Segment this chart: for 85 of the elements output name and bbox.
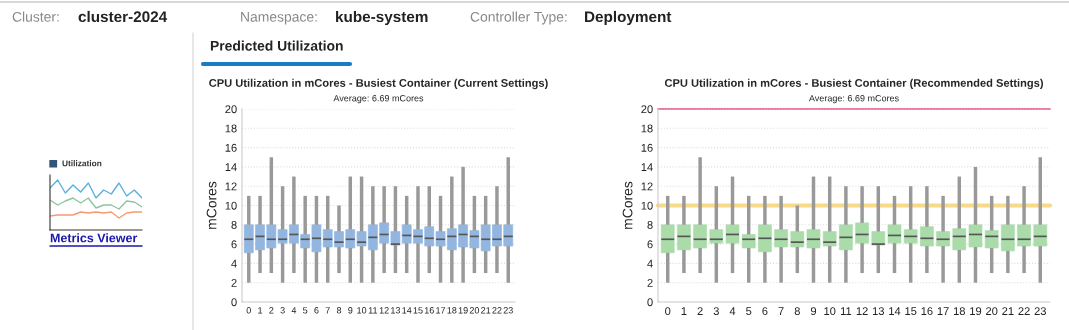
x-tick-label: 2: [697, 307, 703, 315]
x-tick-label: 12: [379, 307, 389, 314]
x-tick-label: 4: [729, 307, 736, 315]
text: kube-system: [336, 10, 428, 26]
x-tick-label: 16: [424, 307, 434, 314]
chart-title: CPU Utilization in mCores - Busiest Container (Current Settings): [209, 78, 548, 90]
x-tick-label: 2: [269, 307, 274, 314]
x-tick-label: 1: [681, 307, 687, 315]
y-tick-label: 16: [225, 143, 237, 152]
x-tick-label: 0: [665, 307, 671, 316]
x-tick-label: 1: [258, 307, 263, 314]
y-axis-title: mCores: [622, 181, 633, 229]
x-tick-label: 11: [840, 307, 852, 315]
y-tick-label: 12: [641, 182, 653, 191]
x-tick-label: 17: [937, 307, 949, 315]
y-tick-label: 4: [647, 259, 653, 268]
x-tick-label: 6: [314, 307, 319, 314]
text: Metrics Viewer: [50, 233, 138, 243]
y-tick-label: 16: [641, 143, 653, 152]
y-tick-label: 4: [231, 259, 237, 268]
text: Deployment: [585, 10, 672, 26]
y-tick-label: 14: [641, 163, 653, 171]
y-tick-label: 10: [225, 201, 237, 210]
x-tick-label: 21: [1002, 307, 1014, 315]
x-tick-label: 11: [368, 307, 378, 314]
x-tick-label: 18: [953, 307, 965, 316]
x-tick-label: 15: [413, 307, 423, 314]
x-tick-label: 0: [246, 307, 251, 314]
x-tick-label: 21: [481, 307, 491, 314]
y-tick-label: 20: [641, 105, 653, 114]
y-tick-label: 6: [231, 240, 237, 249]
x-tick-label: 17: [436, 307, 446, 314]
chart-subtitle: Average: 6.69 mCores: [808, 95, 899, 104]
x-tick-label: 19: [458, 307, 468, 314]
x-tick-label: 5: [746, 307, 752, 316]
x-tick-label: 7: [778, 307, 784, 315]
chart-subtitle: Average: 6.69 mCores: [333, 95, 424, 104]
x-tick-label: 16: [921, 307, 933, 316]
x-tick-label: 9: [810, 307, 817, 316]
x-tick-label: 3: [280, 307, 285, 314]
y-tick-label: 6: [647, 240, 653, 249]
y-axis-title: mCores: [206, 181, 217, 229]
x-tick-label: 4: [291, 307, 297, 314]
x-tick-label: 8: [336, 307, 342, 314]
x-tick-label: 10: [824, 307, 836, 316]
x-tick-label: 23: [503, 307, 513, 314]
text: Predicted Utilization: [210, 40, 343, 51]
x-tick-label: 14: [402, 307, 412, 314]
x-tick-label: 22: [1018, 307, 1030, 315]
x-tick-label: 23: [1034, 307, 1046, 316]
y-tick-label: 2: [231, 278, 237, 287]
x-tick-label: 13: [391, 307, 401, 314]
chart-title: CPU Utilization in mCores - Busiest Container (Recommended Settings): [664, 78, 1043, 90]
text: Namespace:: [241, 12, 317, 25]
x-tick-label: 7: [325, 307, 330, 314]
y-tick-label: 8: [231, 221, 237, 229]
y-tick-label: 12: [225, 182, 237, 191]
y-tick-label: 10: [641, 201, 653, 210]
x-tick-label: 14: [889, 307, 901, 315]
x-tick-label: 9: [348, 307, 353, 314]
text: Controller Type:: [470, 11, 567, 25]
x-tick-label: 15: [905, 307, 917, 316]
y-tick-label: 20: [225, 105, 237, 114]
y-tick-label: 8: [647, 221, 653, 229]
x-tick-label: 20: [469, 307, 480, 314]
y-tick-label: 0: [647, 298, 653, 307]
y-tick-label: 0: [231, 298, 237, 307]
x-tick-label: 20: [986, 307, 998, 316]
x-tick-label: 6: [762, 307, 768, 316]
x-tick-label: 5: [303, 307, 308, 314]
text: cluster-2024: [78, 10, 168, 23]
chart-title: Utilization: [62, 160, 102, 167]
y-tick-label: 18: [641, 124, 653, 133]
x-tick-label: 12: [856, 307, 868, 315]
text: Cluster:: [12, 11, 59, 22]
y-tick-label: 14: [225, 163, 237, 171]
x-tick-label: 3: [713, 307, 719, 316]
x-tick-label: 13: [872, 307, 884, 316]
y-tick-label: 18: [225, 124, 237, 133]
x-tick-label: 18: [447, 307, 457, 314]
x-tick-label: 10: [357, 307, 367, 314]
x-tick-label: 19: [970, 307, 982, 316]
x-tick-label: 22: [492, 307, 502, 314]
y-tick-label: 2: [647, 278, 653, 287]
x-tick-label: 8: [794, 307, 800, 316]
